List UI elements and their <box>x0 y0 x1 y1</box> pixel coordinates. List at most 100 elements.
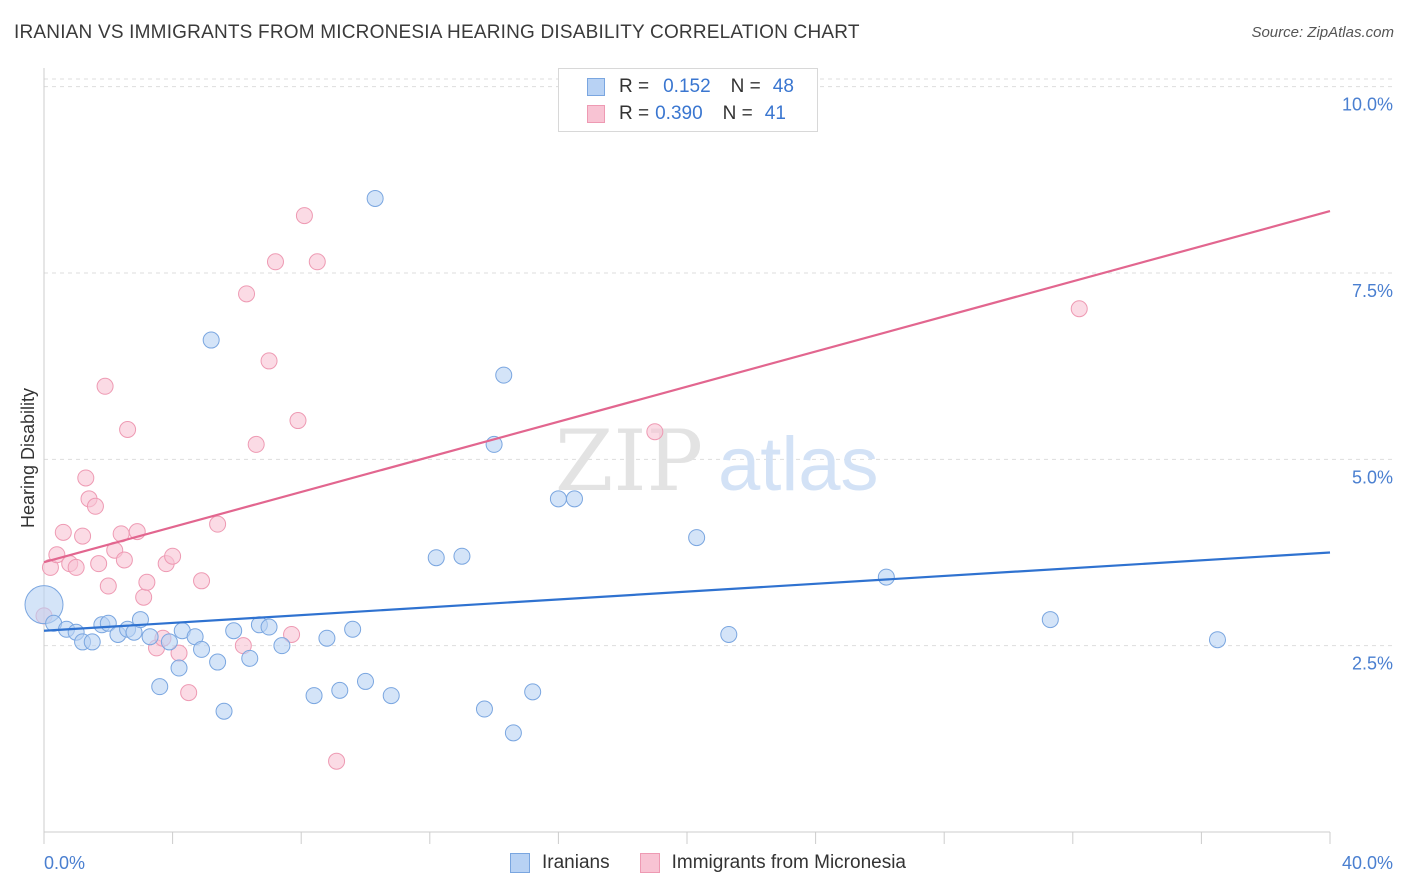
x-tick-label-min: 0.0% <box>44 853 85 873</box>
iranians-point <box>688 529 706 547</box>
source-label: Source: ZipAtlas.com <box>1251 24 1394 41</box>
y-axis-label: Hearing Disability <box>18 388 38 528</box>
micronesia-point <box>77 469 95 487</box>
micronesia-point <box>328 752 346 770</box>
iranians-point <box>260 618 278 636</box>
legend-swatch-blue <box>510 853 530 873</box>
iranians-point <box>549 490 567 508</box>
micronesia-point <box>289 412 307 430</box>
y-tick-label: 2.5% <box>1352 654 1393 674</box>
y-tick-label: 10.0% <box>1342 95 1393 115</box>
iranians-point <box>151 678 169 696</box>
iranians-point <box>193 640 211 658</box>
micronesia-trend-line <box>43 210 1331 564</box>
micronesia-point <box>283 625 301 643</box>
x-tick-marks <box>43 832 1331 844</box>
legend-swatch-pink <box>587 105 605 123</box>
legend-row-micronesia: R = 0.390 N = 41 <box>587 102 786 126</box>
iranians-point <box>225 622 243 640</box>
iranians-point <box>565 490 583 508</box>
iranians-point <box>83 633 101 651</box>
watermark-atlas: atlas <box>718 422 879 507</box>
iranians-point <box>331 681 349 699</box>
micronesia-point <box>86 497 104 515</box>
watermark: ZIP atlas <box>555 412 879 510</box>
micronesia-point <box>646 423 664 441</box>
iranians-point <box>305 687 323 705</box>
iranians-point <box>318 629 336 647</box>
iranians-point <box>141 628 159 646</box>
iranians-point <box>241 649 259 667</box>
legend-label-micronesia: Immigrants from Micronesia <box>671 852 906 873</box>
iranians-point <box>382 687 400 705</box>
iranians-point <box>1208 631 1226 649</box>
iranians-trend-line <box>43 551 1331 632</box>
iranians-point <box>366 189 384 207</box>
micronesia-point <box>67 558 85 576</box>
trend-lines <box>43 210 1331 632</box>
micronesia-point <box>1070 300 1088 318</box>
x-tick-label-max: 40.0% <box>1342 853 1393 873</box>
legend-n-label: N = <box>722 103 753 124</box>
legend-label-iranians: Iranians <box>542 852 610 873</box>
legend-r-label: R = <box>619 103 650 124</box>
iranians-point <box>1041 611 1059 629</box>
iranians-point <box>170 659 188 677</box>
series-iranians-points <box>24 189 1226 742</box>
iranians-point <box>504 724 522 742</box>
micronesia-point <box>135 588 153 606</box>
legend-n-value: 48 <box>772 76 794 97</box>
legend-item-micronesia: Immigrants from Micronesia <box>639 852 906 874</box>
series-micronesia-points <box>35 207 1088 770</box>
micronesia-point <box>54 523 72 541</box>
iranians-point <box>357 672 374 690</box>
micronesia-point <box>138 573 156 591</box>
bottom-legend: Iranians Immigrants from Micronesia <box>510 852 936 874</box>
micronesia-point <box>96 377 114 395</box>
micronesia-point <box>209 515 227 533</box>
iranians-point <box>475 700 493 718</box>
legend-n-label: N = <box>730 76 761 97</box>
micronesia-point <box>308 253 326 271</box>
micronesia-point <box>90 555 108 573</box>
legend-swatch-blue <box>587 78 605 96</box>
micronesia-point <box>115 551 133 569</box>
legend-box: R = 0.152 N = 48 R = 0.390 N = 41 <box>558 68 818 132</box>
micronesia-point <box>74 527 92 545</box>
legend-item-iranians: Iranians <box>510 852 610 874</box>
iranians-point <box>427 549 445 567</box>
y-tick-label: 7.5% <box>1352 281 1393 301</box>
iranians-point <box>524 683 542 701</box>
iranians-point <box>720 625 738 643</box>
iranians-point <box>877 568 895 586</box>
micronesia-point <box>260 352 278 370</box>
micronesia-point <box>99 577 117 595</box>
legend-r-value: 0.390 <box>655 103 703 124</box>
iranians-point <box>495 366 513 384</box>
iranians-point <box>24 585 64 625</box>
micronesia-point <box>119 421 137 439</box>
micronesia-point <box>266 253 284 271</box>
iranians-point <box>209 653 227 671</box>
iranians-point <box>160 633 178 651</box>
y-tick-label: 5.0% <box>1352 467 1393 487</box>
legend-r-value: 0.152 <box>663 76 711 97</box>
iranians-point <box>344 620 362 638</box>
micronesia-point <box>238 285 256 303</box>
legend-r-label: R = <box>619 76 650 97</box>
iranians-point <box>202 331 220 349</box>
micronesia-point <box>295 207 313 225</box>
micronesia-point <box>193 572 211 590</box>
chart-title: IRANIAN VS IMMIGRANTS FROM MICRONESIA HE… <box>14 22 860 43</box>
iranians-point <box>453 547 471 565</box>
iranians-point <box>273 637 291 655</box>
legend-row-iranians: R = 0.152 N = 48 <box>587 75 794 99</box>
legend-swatch-pink <box>639 853 660 873</box>
micronesia-point <box>164 547 182 565</box>
micronesia-point <box>247 435 265 453</box>
iranians-point <box>215 702 233 720</box>
micronesia-point <box>180 684 198 702</box>
y-tick-labels: 2.5% 5.0% 7.5% 10.0% <box>1342 95 1393 674</box>
legend-n-value: 41 <box>764 103 786 124</box>
